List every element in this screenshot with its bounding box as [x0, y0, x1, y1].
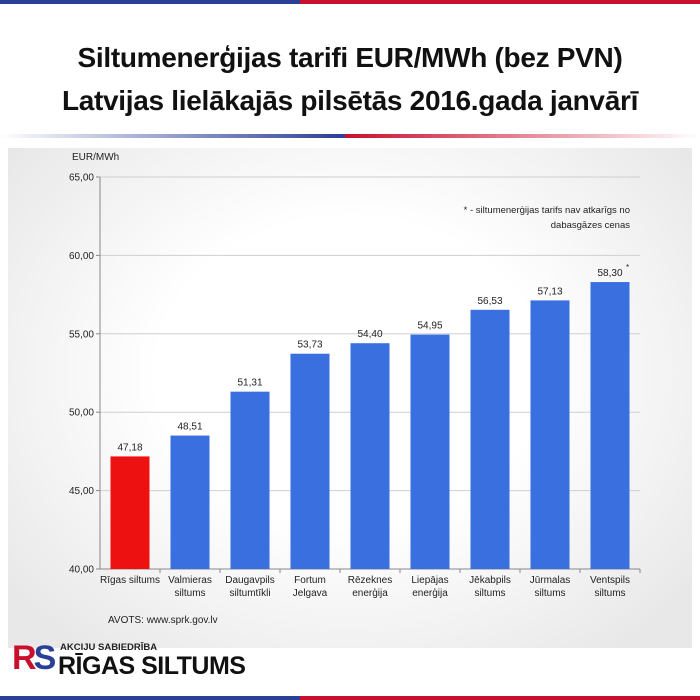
- y-tick-label: 50,00: [69, 408, 94, 419]
- bar: [590, 282, 630, 569]
- bar: [350, 343, 390, 569]
- chart-title-line-2: Latvijas lielākajās pilsētās 2016.gada j…: [61, 85, 639, 116]
- x-tick-label: enerģija: [412, 586, 448, 599]
- chart-footnote: * - siltumenerģijas tarifs nav atkarīgs …: [463, 205, 630, 231]
- y-axis-unit-label: EUR/MWh: [72, 152, 120, 163]
- x-tick-label: siltums: [474, 588, 505, 599]
- data-label: 48,51: [177, 422, 202, 433]
- x-tick-label: siltums: [594, 588, 625, 599]
- logo-company-name: RĪGAS SILTUMS: [58, 652, 246, 680]
- y-tick-label: 45,00: [69, 486, 94, 497]
- top-accent-bar: [0, 0, 700, 4]
- x-tick-label: siltums: [174, 588, 205, 599]
- bar: [470, 309, 510, 569]
- data-label: 58,30: [597, 268, 622, 279]
- data-label: 54,95: [417, 321, 442, 332]
- company-logo: RS AKCIJU SABIEDRĪBA RĪGAS SILTUMS: [12, 636, 252, 682]
- y-tick-label: 60,00: [69, 251, 94, 262]
- y-tick-label: 65,00: [69, 173, 94, 184]
- x-tick-label: Fortum: [294, 575, 326, 586]
- x-tick-label: Rīgas siltums: [100, 575, 160, 586]
- data-label: 56,53: [477, 296, 502, 307]
- bar: [410, 334, 450, 569]
- bar: [530, 300, 570, 569]
- x-tick-label: Jelgava: [293, 588, 328, 599]
- x-tick-label: Daugavpils: [225, 575, 274, 586]
- x-tick-label: Rēzeknes: [348, 575, 392, 586]
- x-tick-label: Liepājas: [411, 575, 448, 586]
- x-tick-label: Valmieras: [168, 575, 212, 586]
- data-label: 53,73: [297, 340, 322, 351]
- logo-company-type: AKCIJU SABIEDRĪBA: [60, 642, 158, 653]
- bar: [110, 456, 150, 569]
- bar: [170, 435, 210, 569]
- title-divider-red: [345, 134, 700, 138]
- data-label: 54,40: [357, 329, 382, 340]
- logo-mark: RS: [12, 639, 56, 677]
- asterisk-mark: *: [626, 263, 629, 272]
- source-label: AVOTS: www.sprk.gov.lv: [108, 615, 218, 626]
- data-label: 57,13: [537, 286, 562, 297]
- x-tick-label: siltumtīkli: [229, 588, 270, 599]
- bottom-accent-bar: [0, 696, 700, 700]
- y-tick-label: 55,00: [69, 329, 94, 340]
- data-label: 51,31: [237, 378, 262, 389]
- x-tick-label: Jēkabpils: [469, 575, 511, 586]
- x-tick-label: Jūrmalas: [530, 575, 571, 586]
- x-tick-label: enerģija: [352, 586, 388, 599]
- x-tick-label: Ventspils: [590, 575, 630, 586]
- bar: [290, 353, 330, 569]
- y-tick-label: 40,00: [69, 565, 94, 576]
- bar: [230, 391, 270, 569]
- title-divider-blue: [0, 134, 345, 138]
- chart-title-line-1: Siltumenerģijas tarifi EUR/MWh (bez PVN): [77, 42, 623, 73]
- data-label: 47,18: [117, 442, 142, 453]
- x-tick-label: siltums: [534, 588, 565, 599]
